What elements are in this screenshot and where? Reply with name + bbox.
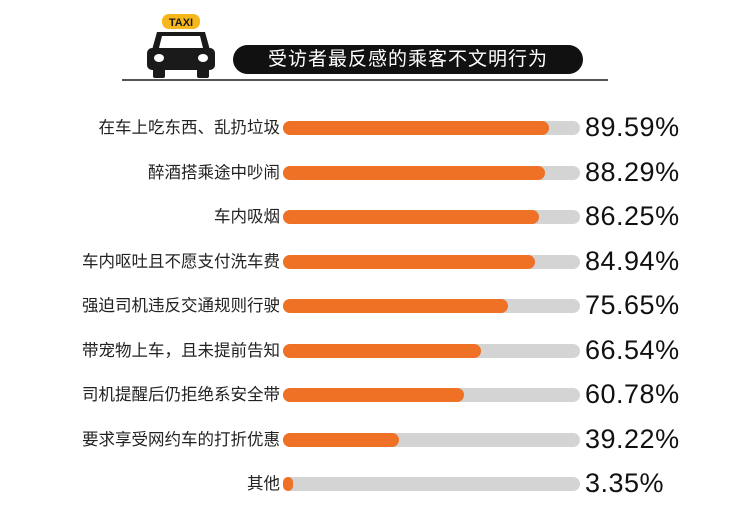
category-label: 车内吸烟: [214, 207, 280, 226]
bar-track: [283, 477, 580, 491]
bar-track: [283, 432, 580, 447]
bar-track: [283, 254, 580, 269]
bar-fill: [283, 254, 536, 269]
bar-fill: [283, 210, 540, 224]
bar-track: [283, 388, 580, 402]
value-label: 66.54%: [585, 334, 680, 365]
bar-row: 带宠物上车，且未提前告知 66.54%: [0, 329, 750, 373]
value-label: 84.94%: [585, 245, 680, 276]
taxi-icon: TAXI: [147, 14, 215, 78]
bar-row: 要求享受网约车的打折优惠 39.22%: [0, 418, 750, 462]
value-label: 60.78%: [585, 379, 680, 409]
bar-row: 车内吸烟 86.25%: [0, 195, 750, 239]
bar-row: 强迫司机违反交通规则行驶 75.65%: [0, 284, 750, 328]
category-label: 带宠物上车，且未提前告知: [82, 340, 280, 360]
category-label: 醉酒搭乘途中吵闹: [148, 162, 280, 182]
bar-fill: [283, 165, 546, 180]
bar-row: 车内呕吐且不愿支付洗车费 84.94%: [0, 240, 750, 284]
bar-row: 在车上吃东西、乱扔垃圾 89.59%: [0, 106, 750, 150]
bar-fill: [283, 432, 400, 447]
bar-row: 其他 3.35%: [0, 462, 750, 506]
value-label: 39.22%: [585, 423, 680, 454]
chart-title: 受访者最反感的乘客不文明行为: [233, 45, 583, 74]
value-label: 75.65%: [585, 290, 680, 320]
bar-row: 醉酒搭乘途中吵闹 88.29%: [0, 151, 750, 195]
value-label: 88.29%: [585, 156, 680, 187]
bar-track: [283, 210, 580, 224]
bar-fill: [283, 343, 481, 358]
category-label: 强迫司机违反交通规则行驶: [82, 296, 280, 315]
bar-track: [283, 343, 580, 358]
bar-track: [283, 121, 580, 135]
svg-text:TAXI: TAXI: [169, 17, 193, 29]
header-divider: [122, 79, 608, 81]
category-label: 其他: [247, 474, 280, 493]
category-label: 要求享受网约车的打折优惠: [82, 429, 280, 449]
bar-track: [283, 299, 580, 313]
chart-header: TAXI 受访者最反感的乘客不文明行为: [0, 0, 750, 90]
value-label: 89.59%: [585, 112, 680, 142]
bar-fill: [283, 299, 508, 313]
category-label: 司机提醒后仍拒绝系安全带: [82, 385, 280, 404]
value-label: 3.35%: [585, 468, 665, 498]
bar-row: 司机提醒后仍拒绝系安全带 60.78%: [0, 373, 750, 417]
bar-track: [283, 165, 580, 180]
category-label: 车内呕吐且不愿支付洗车费: [82, 251, 280, 271]
bar-fill: [283, 388, 464, 402]
category-label: 在车上吃东西、乱扔垃圾: [98, 118, 281, 137]
value-label: 86.25%: [585, 201, 680, 231]
bar-fill: [283, 121, 550, 135]
bar-fill: [283, 477, 294, 491]
